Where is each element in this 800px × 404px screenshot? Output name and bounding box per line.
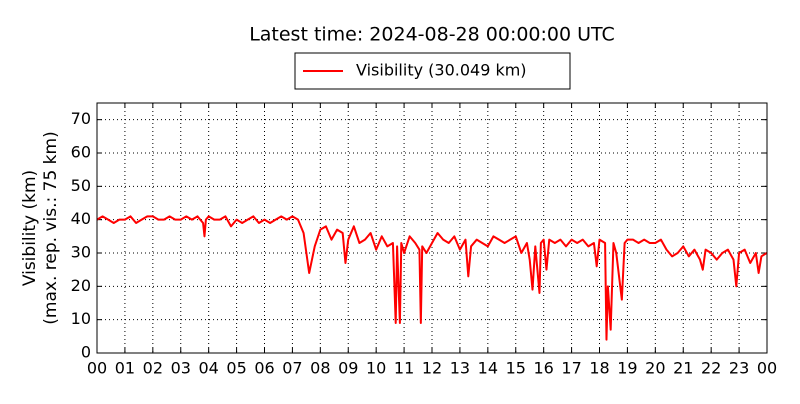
x-tick-label: 20	[645, 359, 665, 378]
x-tick-label: 14	[478, 359, 498, 378]
y-tick-label: 50	[71, 176, 91, 195]
data-line	[96, 215, 768, 341]
x-tick-label: 23	[729, 359, 749, 378]
x-tick-label: 17	[561, 359, 581, 378]
y-tick-label: 30	[71, 243, 91, 262]
x-tick-label: 15	[506, 359, 526, 378]
x-tick-label: 13	[450, 359, 470, 378]
x-tick-label: 00	[87, 359, 107, 378]
x-tick-label: 05	[226, 359, 246, 378]
y-tick-label: 20	[71, 276, 91, 295]
y-tick-label: 10	[71, 309, 91, 328]
x-tick-label: 11	[394, 359, 414, 378]
x-tick-label: 03	[171, 359, 191, 378]
x-tick-label: 06	[254, 359, 274, 378]
y-tick-label: 0	[81, 343, 91, 362]
x-tick-label: 18	[589, 359, 609, 378]
y-tick-label: 40	[71, 209, 91, 228]
x-tick-label: 08	[310, 359, 330, 378]
x-tick-label: 04	[198, 359, 218, 378]
plot-frame	[96, 102, 768, 354]
x-tick-label: 00	[757, 359, 777, 378]
y-tick-label: 70	[71, 109, 91, 128]
x-tick-label: 07	[282, 359, 302, 378]
x-tick-label: 12	[422, 359, 442, 378]
x-tick-label: 22	[701, 359, 721, 378]
x-tick-label: 02	[143, 359, 163, 378]
x-tick-label: 21	[673, 359, 693, 378]
x-tick-label: 10	[366, 359, 386, 378]
y-tick-label: 60	[71, 143, 91, 162]
x-tick-label: 19	[617, 359, 637, 378]
legend-label: Visibility (30.049 km)	[356, 61, 527, 80]
x-tick-label: 09	[338, 359, 358, 378]
x-tick-label: 16	[533, 359, 553, 378]
chart-title: Latest time: 2024-08-28 00:00:00 UTC	[249, 24, 615, 46]
y-axis-label: (max. rep. vis.: 75 km)	[41, 131, 61, 324]
x-tick-label: 01	[115, 359, 135, 378]
y-axis-label: Visibility (km)	[20, 170, 40, 286]
